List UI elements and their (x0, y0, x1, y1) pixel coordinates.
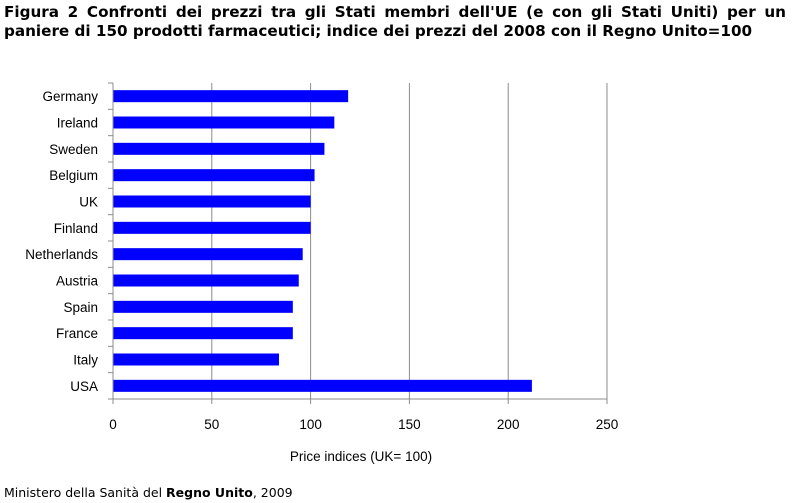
category-label: France (56, 326, 98, 341)
figure-title: Figura 2 Confronti dei prezzi tra gli St… (4, 3, 786, 40)
category-label: Netherlands (25, 247, 98, 262)
category-label: USA (70, 379, 98, 394)
bar (113, 116, 335, 129)
category-label: Finland (54, 221, 98, 236)
category-label: Italy (73, 353, 98, 368)
bar (113, 169, 315, 182)
x-axis-title: Price indices (UK= 100) (290, 449, 432, 464)
x-tick-label: 250 (596, 417, 619, 432)
x-tick-label: 150 (398, 417, 421, 432)
category-label: Belgium (49, 168, 98, 183)
bar (113, 300, 293, 313)
x-tick-label: 50 (204, 417, 219, 432)
axes (108, 82, 608, 404)
category-label: Austria (56, 274, 99, 289)
bar (113, 142, 325, 155)
source-prefix: Ministero della Sanità del (4, 485, 167, 500)
x-tick-label: 100 (299, 417, 322, 432)
bar (113, 195, 311, 208)
x-tick-label: 0 (109, 417, 117, 432)
category-label: Spain (63, 300, 98, 315)
x-tick-label: 200 (497, 417, 520, 432)
gridlines (211, 83, 608, 399)
category-label: Germany (42, 89, 98, 104)
bar (113, 221, 311, 234)
bar (113, 274, 299, 287)
category-label: Ireland (57, 116, 98, 131)
bar (113, 353, 279, 366)
category-label: UK (79, 195, 98, 210)
category-label: Sweden (49, 142, 98, 157)
labels: 0 50 100 150 200 250 Germany Ireland Sweden Belgi… (25, 89, 618, 432)
bar (113, 327, 293, 340)
bar (113, 379, 532, 392)
source-note: Ministero della Sanità del Regno Unito, … (4, 485, 293, 500)
source-suffix: , 2009 (252, 485, 293, 500)
bar (113, 90, 349, 103)
bar (113, 248, 303, 261)
bar-chart: 0 50 100 150 200 250 Germany Ireland Sweden Belgi… (25, 82, 618, 464)
source-emphasis: Regno Unito (166, 485, 253, 500)
bars (113, 90, 532, 392)
